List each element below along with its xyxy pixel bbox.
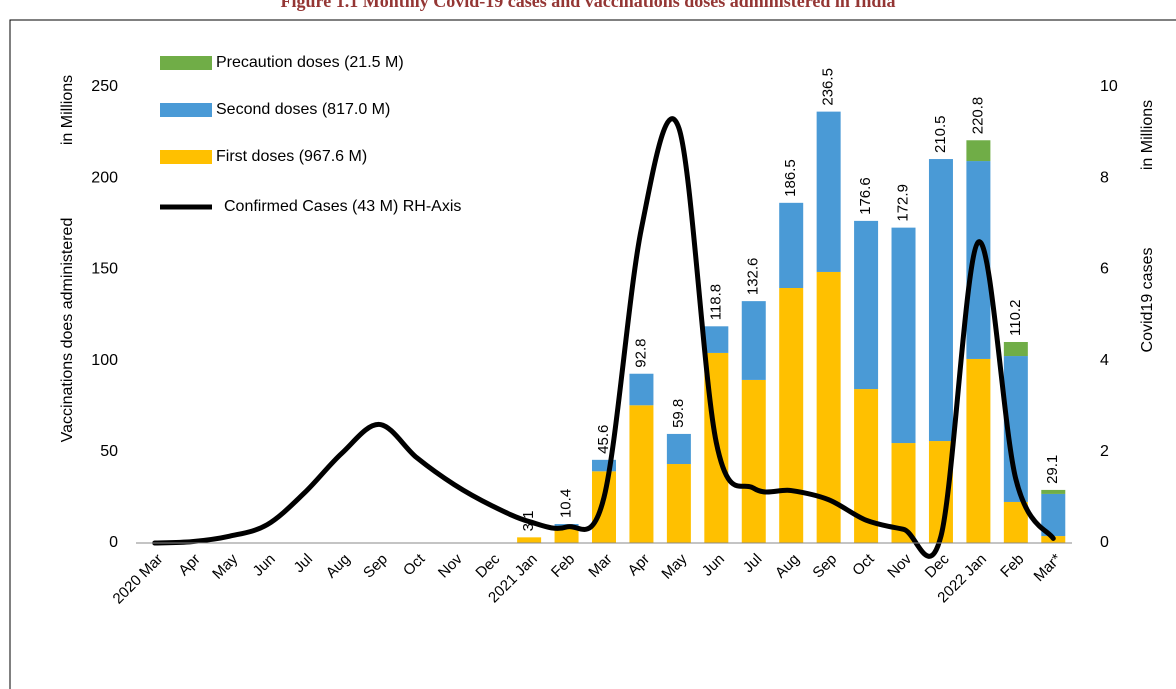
x-tick-label: Jul (291, 551, 317, 577)
x-tick-label: Mar (585, 551, 615, 581)
bar-total-label: 220.8 (969, 97, 986, 135)
x-tick-label: Apr (175, 551, 204, 580)
x-tick-label: Feb (548, 551, 578, 581)
y2-tick-label: 2 (1100, 443, 1109, 460)
x-tick-label: May (658, 550, 690, 582)
bar-total-label: 59.8 (670, 399, 687, 428)
bar-segment (966, 358, 991, 543)
x-tick-label: Apr (625, 551, 654, 580)
bar-total-label: 176.6 (857, 177, 874, 215)
y2-tick-label: 8 (1100, 169, 1109, 186)
x-tick-label: May (209, 550, 241, 582)
y2-tick-label: 10 (1100, 78, 1118, 95)
x-tick-label: Jul (740, 551, 766, 577)
bar-segment (592, 459, 616, 472)
y2-tick-label: 0 (1100, 534, 1109, 551)
bar-total-label: 210.5 (932, 116, 949, 154)
x-tick-label: 2020 Mar (110, 551, 167, 608)
bar-segment (1041, 489, 1066, 494)
bar-total-label: 132.6 (745, 258, 762, 296)
y-axis-title: Vaccinations does administered (59, 218, 76, 443)
bar-total-label: 172.9 (894, 184, 911, 222)
y-axis-unit: in Millions (59, 75, 76, 145)
x-tick-label: Aug (772, 551, 803, 582)
bar-segment (1003, 341, 1028, 357)
bar-total-label: 92.8 (632, 339, 649, 368)
bar-total-label: 10.4 (558, 489, 575, 518)
y2-axis-unit: in Millions (1139, 100, 1156, 170)
bar-segment (779, 288, 804, 543)
y-tick-label: 250 (91, 78, 118, 95)
legend-label: First doses (967.6 M) (216, 148, 367, 165)
x-tick-label: Dec (472, 550, 503, 581)
y-tick-label: 200 (91, 169, 118, 186)
bar-segment (517, 537, 542, 543)
y-tick-label: 50 (100, 443, 118, 460)
x-tick-label: Jun (699, 551, 728, 580)
chart-title: Figure 1.1 Monthly Covid-19 cases and va… (281, 0, 896, 11)
y-tick-label: 0 (109, 534, 118, 551)
x-tick-label: Jun (250, 551, 279, 580)
cases-line (152, 116, 1056, 559)
bar-segment (741, 379, 766, 543)
legend-swatch (160, 150, 212, 164)
bar-segment (928, 159, 953, 442)
x-tick-label: Sep (809, 551, 840, 582)
legend-label: Second doses (817.0 M) (216, 101, 390, 118)
bar-segment (666, 433, 691, 465)
x-tick-label: Sep (360, 551, 391, 582)
frame (9, 19, 1176, 689)
bar-segment (592, 471, 616, 543)
y2-axis-title: Covid19 cases (1139, 248, 1156, 353)
bar-segment (704, 326, 729, 353)
bar-segment (891, 227, 916, 444)
bar-total-label: 186.5 (782, 159, 799, 197)
y2-tick-label: 6 (1100, 261, 1109, 278)
bar-total-label: 110.2 (1007, 300, 1024, 336)
x-tick-label: Oct (400, 550, 429, 579)
x-tick-label: Feb (997, 551, 1027, 581)
y2-tick-label: 4 (1100, 352, 1109, 369)
bar-total-label: 29.1 (1044, 455, 1061, 484)
bar-segment (966, 140, 991, 162)
x-tick-label: Mar* (1030, 551, 1065, 586)
bar-segment (554, 528, 579, 543)
bar-total-label: 118.8 (707, 284, 724, 320)
y-tick-label: 100 (91, 352, 118, 369)
bar-total-label: 236.5 (820, 68, 837, 106)
legend-label: Confirmed Cases (43 M) RH-Axis (224, 198, 461, 215)
legend-swatch (160, 56, 212, 70)
x-tick-label: Oct (849, 550, 878, 579)
bar-segment (741, 301, 766, 380)
bar-segment (779, 202, 804, 289)
bar-total-label: 45.6 (595, 425, 612, 454)
legend-swatch (160, 103, 212, 117)
x-tick-label: Aug (323, 551, 354, 582)
bar-segment (629, 405, 654, 543)
legend-label: Precaution doses (21.5 M) (216, 54, 404, 71)
bar-segment (666, 464, 691, 543)
y-tick-label: 150 (91, 261, 118, 278)
x-tick-label: Nov (884, 550, 915, 581)
bar-segment (854, 220, 879, 390)
bar-segment (816, 111, 841, 272)
bar-segment (629, 373, 654, 406)
x-tick-label: Nov (435, 550, 466, 581)
